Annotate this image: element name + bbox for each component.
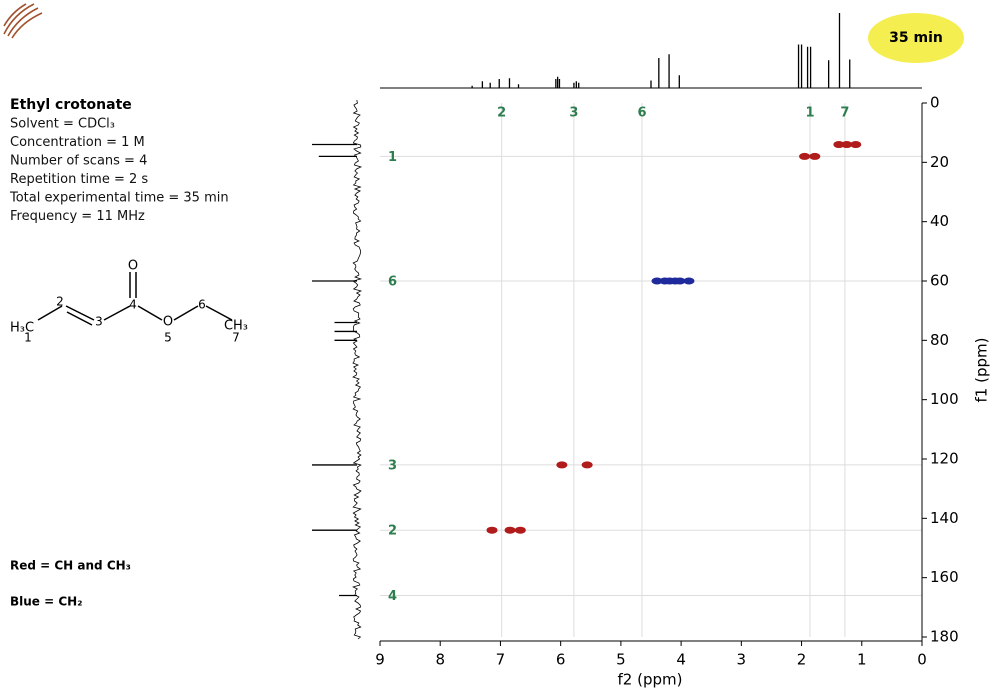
peak-label: 1 xyxy=(388,150,397,165)
x-tick-label: 8 xyxy=(435,651,445,669)
logo xyxy=(4,4,42,38)
y-tick-label: 140 xyxy=(930,509,959,527)
y-tick-label: 60 xyxy=(930,272,949,290)
hsqc-plot: Red = CH and CH₃ Blue = CH₂ 2 3 6 1 7 1 6 3 2 4 9 8 7 6… xyxy=(10,13,990,689)
y-tick-label: 0 xyxy=(930,94,940,112)
x-tick-label: 1 xyxy=(857,651,867,669)
x-axis-label: f2 (ppm) xyxy=(618,671,683,689)
structure-label: O xyxy=(163,315,173,330)
peak-label: 2 xyxy=(388,524,397,539)
x-tick-label: 7 xyxy=(496,651,506,669)
structure-label: 7 xyxy=(232,331,240,345)
info-line: Concentration = 1 M xyxy=(10,135,145,150)
x-tick-label: 2 xyxy=(797,651,807,669)
x-tick-label: 9 xyxy=(375,651,385,669)
cross-peak xyxy=(582,462,592,468)
peak-label: 3 xyxy=(388,458,397,473)
cross-peak xyxy=(675,278,685,284)
y-tick-label: 180 xyxy=(930,628,959,646)
x-tick-label: 3 xyxy=(737,651,747,669)
peak-label: 7 xyxy=(840,106,849,121)
cross-peak xyxy=(557,462,567,468)
structure-label: O xyxy=(128,259,138,274)
x-tick-label: 0 xyxy=(917,651,927,669)
structure-label: 6 xyxy=(198,298,206,312)
cross-peak xyxy=(842,142,852,148)
structure-label: 1 xyxy=(24,331,32,345)
cross-peak xyxy=(800,153,810,159)
cross-peak xyxy=(487,527,497,533)
y-tick-label: 120 xyxy=(930,450,959,468)
y-tick-label: 100 xyxy=(930,390,959,408)
peak-label: 4 xyxy=(388,589,397,604)
info-line: Repetition time = 2 s xyxy=(10,172,148,187)
x-tick-label: 5 xyxy=(616,651,626,669)
y-tick-label: 80 xyxy=(930,331,949,349)
info-title: Ethyl crotonate xyxy=(10,97,132,113)
cross-peak xyxy=(810,153,820,159)
y-tick-label: 160 xyxy=(930,568,959,586)
peak-label: 6 xyxy=(388,275,397,290)
y-axis-label: f1 (ppm) xyxy=(973,338,990,403)
cross-peak xyxy=(505,527,515,533)
badge-text: 35 min xyxy=(889,30,943,46)
noise xyxy=(353,100,361,639)
info-line: Frequency = 11 MHz xyxy=(10,209,145,224)
info-line: Total experimental time = 35 min xyxy=(9,191,229,206)
info-line: Number of scans = 4 xyxy=(10,154,147,169)
structure-label: 2 xyxy=(56,295,64,309)
peak-label: 1 xyxy=(805,106,814,121)
peak-label: 2 xyxy=(497,106,506,121)
info-line: Solvent = CDCl₃ xyxy=(10,117,115,132)
peak-label: 3 xyxy=(569,106,578,121)
peak-label: 6 xyxy=(637,106,646,121)
legend-entry: Blue = CH₂ xyxy=(10,595,82,609)
x-tick-label: 6 xyxy=(556,651,566,669)
legend-entry: Red = CH and CH₃ xyxy=(10,559,131,573)
y-tick-label: 20 xyxy=(930,153,949,171)
cross-peak xyxy=(684,278,694,284)
cross-peak xyxy=(515,527,525,533)
y-tick-label: 40 xyxy=(930,212,949,230)
x-tick-label: 4 xyxy=(676,651,686,669)
cross-peak xyxy=(851,142,861,148)
structure-label: 5 xyxy=(164,331,172,345)
structure-label: 3 xyxy=(95,315,103,329)
info-panel: Solvent = CDCl₃ Concentration = 1 M Number… xyxy=(9,117,229,225)
structure-label: 4 xyxy=(129,298,137,312)
